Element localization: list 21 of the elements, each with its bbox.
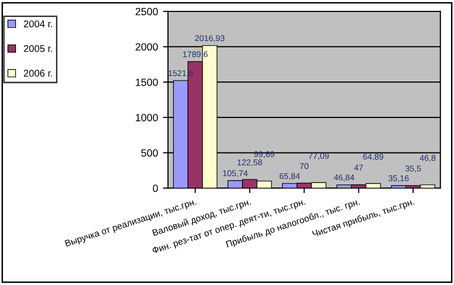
data-label: 2016,93 — [195, 35, 224, 42]
y-tick-label: 1500 — [136, 78, 158, 86]
data-label: 46,8 — [420, 155, 436, 162]
legend-label: 2006 г. — [24, 70, 52, 77]
data-label: 35,16 — [388, 175, 409, 182]
data-label: 35,5 — [405, 166, 421, 172]
data-label: 46,84 — [334, 174, 354, 182]
data-label: 70 — [300, 163, 308, 170]
data-label: 47 — [354, 164, 363, 171]
data-label: 65,84 — [280, 173, 300, 180]
y-tick-label: 2000 — [136, 43, 158, 51]
legend-label: 2004 г. — [24, 20, 52, 28]
data-label: 105,74 — [223, 170, 248, 178]
data-label: 122,58 — [238, 159, 262, 166]
y-tick-label: 0 — [152, 184, 158, 192]
y-tick-label: 1000 — [136, 114, 158, 122]
y-tick-label: 2500 — [136, 8, 158, 16]
legend-label: 2005 г. — [24, 45, 52, 52]
y-tick-label: 500 — [141, 149, 158, 157]
data-label: 64,89 — [363, 154, 384, 161]
data-label: 77,09 — [308, 152, 329, 160]
